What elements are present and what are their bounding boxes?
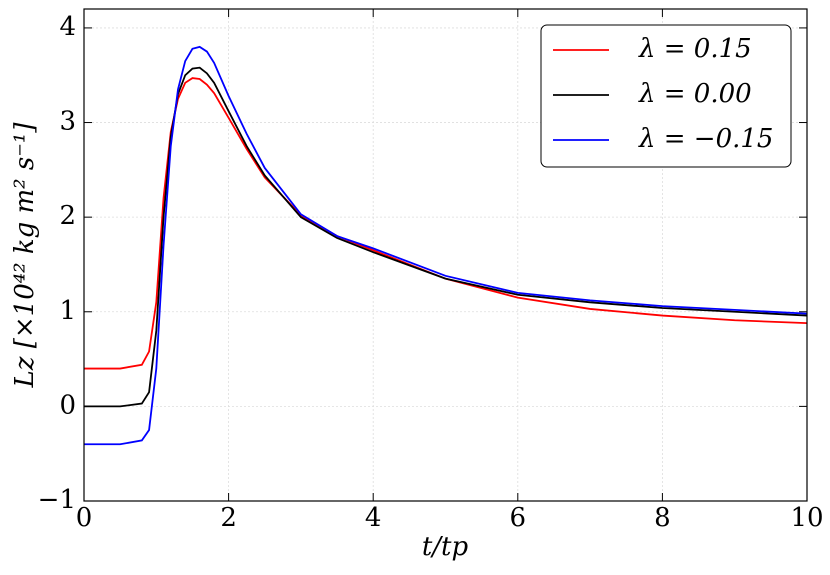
y-tick-label: 3 — [59, 107, 76, 137]
legend-box — [540, 24, 792, 168]
legend-label: λ = 0.00 — [638, 79, 752, 109]
legend-label: λ = 0.15 — [638, 34, 752, 64]
x-axis-label: t/tp — [422, 532, 469, 562]
y-tick-label: 4 — [59, 12, 76, 42]
x-tick-label: 2 — [220, 503, 237, 533]
y-tick-label: −1 — [38, 485, 76, 515]
y-axis-label: Lz [×10⁴² kg m² s⁻¹] — [10, 122, 40, 389]
y-tick-label: 1 — [59, 296, 76, 326]
x-tick-label: 6 — [510, 503, 527, 533]
x-tick-label: 8 — [654, 503, 671, 533]
legend-label: λ = −0.15 — [638, 124, 773, 154]
data-line — [84, 66, 808, 408]
data-line — [84, 45, 808, 446]
x-tick-label: 4 — [365, 503, 382, 533]
data-line — [84, 77, 808, 370]
y-tick-label: 0 — [59, 390, 76, 420]
x-tick-label: 0 — [76, 503, 93, 533]
plot-frame — [83, 8, 808, 502]
y-tick-label: 2 — [59, 201, 76, 231]
x-tick-label: 10 — [790, 503, 823, 533]
